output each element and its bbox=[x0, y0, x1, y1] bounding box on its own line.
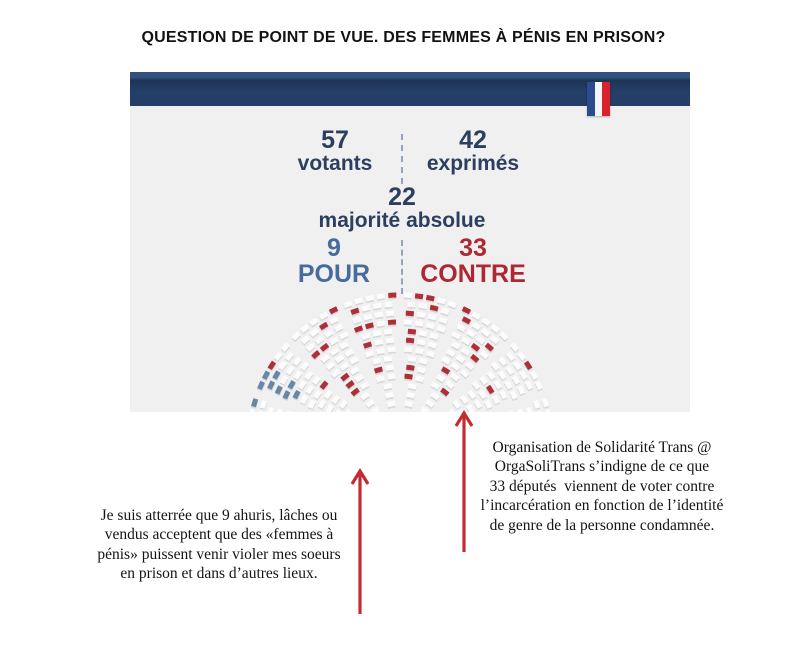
contre-value: 33 bbox=[459, 234, 487, 262]
stat-votants: 57 votants bbox=[255, 127, 415, 175]
exprimes-value: 42 bbox=[459, 126, 487, 154]
votants-value: 57 bbox=[321, 126, 349, 154]
vote-result-screenshot: 57 votants 42 exprimés 22 majorité absol… bbox=[130, 72, 690, 412]
stat-majorite-absolue: 22 majorité absolue bbox=[282, 184, 522, 232]
votants-label: votants bbox=[297, 152, 373, 176]
left-comment-line: pénis» puissent venir violer mes soeurs bbox=[97, 545, 341, 563]
left-comment-line: vendus acceptent que des «femmes à bbox=[104, 526, 334, 544]
stat-pour: 9 POUR bbox=[254, 235, 414, 288]
right-comment-line: OrgaSoliTrans s’indigne de ce que bbox=[494, 458, 710, 476]
dashed-divider-bottom bbox=[401, 240, 403, 294]
stat-contre: 33 CONTRE bbox=[393, 235, 553, 288]
exprimes-label: exprimés bbox=[426, 152, 520, 176]
right-comment-line: 33 députés viennent de voter contre bbox=[489, 477, 715, 495]
right-comment-line: Organisation de Solidarité Trans @ bbox=[492, 439, 712, 456]
stat-exprimes: 42 exprimés bbox=[393, 127, 553, 175]
flag-red-stripe bbox=[602, 82, 611, 116]
right-comment-line: l’incarcération en fonction de l’identit… bbox=[480, 497, 724, 515]
majorite-value: 22 bbox=[388, 183, 416, 211]
flag-blue-stripe bbox=[587, 82, 595, 116]
left-comment-line: en prison et dans d’autres lieux. bbox=[120, 565, 318, 583]
right-comment-text: Organisation de Solidarité Trans @ OrgaS… bbox=[437, 438, 767, 535]
dashed-divider-top bbox=[401, 134, 403, 184]
right-comment-line: de genre de la personne condamnée. bbox=[489, 516, 715, 534]
pour-value: 9 bbox=[327, 234, 341, 262]
page-title: QUESTION DE POINT DE VUE. DES FEMMES À P… bbox=[141, 29, 666, 46]
contre-label: CONTRE bbox=[420, 260, 526, 289]
majorite-label: majorité absolue bbox=[318, 209, 486, 233]
left-comment-text: Je suis atterrée que 9 ahuris, lâches ou… bbox=[54, 506, 384, 584]
flag-white-stripe bbox=[594, 82, 603, 116]
pour-label: POUR bbox=[297, 260, 371, 289]
french-flag-icon bbox=[587, 82, 611, 116]
hemicycle-chart bbox=[249, 292, 551, 412]
left-comment-line: Je suis atterrée que 9 ahuris, lâches ou bbox=[100, 507, 338, 524]
